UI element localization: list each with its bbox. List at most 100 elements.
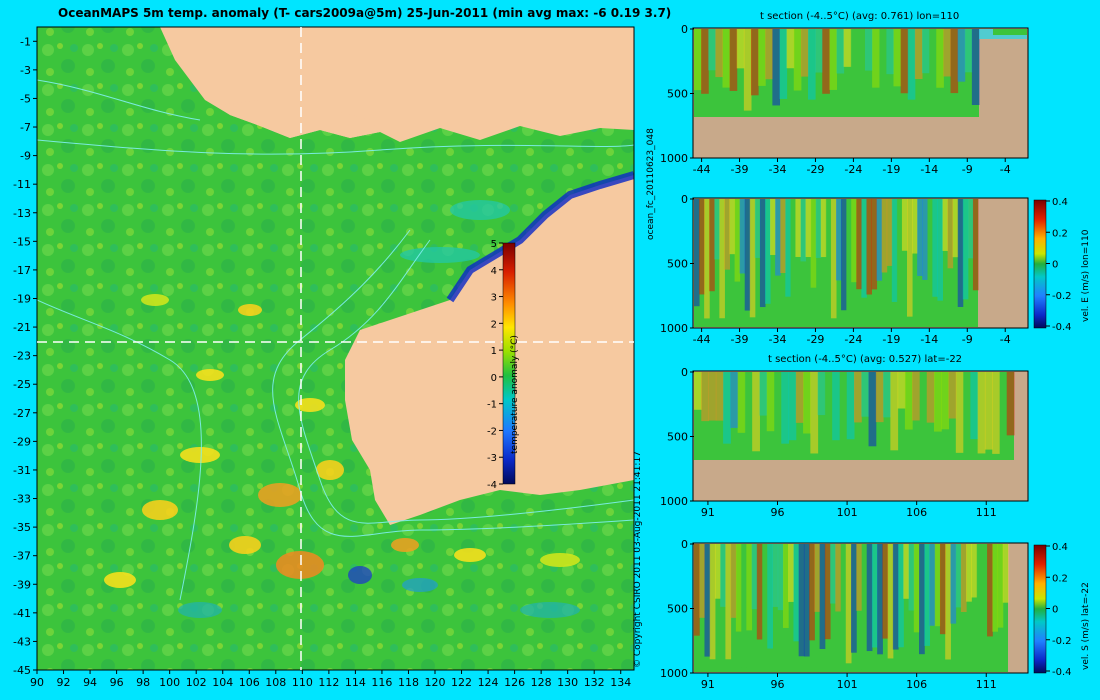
section-stripe <box>846 372 855 440</box>
section-stripe <box>939 544 946 635</box>
panel-y-tick-label: 1000 <box>660 322 688 335</box>
y-tick-label: -15 <box>13 235 31 248</box>
section-stripe <box>964 29 973 73</box>
x-tick-label: 112 <box>318 676 339 689</box>
x-tick-label: 124 <box>478 676 499 689</box>
section-stripe <box>779 29 788 99</box>
panel-x-tick-label: -14 <box>920 333 938 346</box>
section-stripe <box>877 544 883 655</box>
panel-x-tick-label: -44 <box>693 333 711 346</box>
section-stripe <box>950 29 959 94</box>
y-tick-label: -35 <box>13 521 31 534</box>
section-stripe <box>714 544 721 599</box>
section-stripe <box>919 544 925 655</box>
section-stripe <box>737 372 746 433</box>
section-stripe <box>786 29 795 69</box>
section-stripe <box>893 29 902 87</box>
section-stripe <box>924 544 930 646</box>
panel-y-tick-label: 500 <box>667 431 688 444</box>
panel-x-tick-label: -19 <box>882 163 900 176</box>
section-stripe <box>857 29 866 116</box>
panel-y-tick-label: 500 <box>667 603 688 616</box>
section-stripe <box>886 199 893 266</box>
section-stripe <box>836 199 842 281</box>
map-colorbar-ticks: 5 4 3 2 1 0 -1 -2 -3 -4 <box>487 239 503 491</box>
section-stripe <box>735 544 742 632</box>
vel-e-label: vel. E (m/s) lon=110 <box>1081 229 1091 322</box>
cbar-tick-label: 5 <box>491 239 497 250</box>
section-stripe <box>810 372 819 454</box>
section-stripe <box>891 199 898 302</box>
section-stripe <box>781 372 790 444</box>
section-stripe <box>997 544 1004 628</box>
section-stripe <box>898 544 904 648</box>
land-australia <box>345 175 634 525</box>
section-stripe <box>841 199 847 311</box>
cbar-tick-label: -4 <box>487 480 497 491</box>
section-stripe <box>766 372 775 432</box>
section-stripe <box>952 199 959 258</box>
cbar-tick-label: 4 <box>491 266 497 277</box>
section-stripe <box>972 199 979 291</box>
section-stripe <box>934 544 941 627</box>
section-stripe <box>929 29 937 117</box>
panel-x-tick-label: -29 <box>806 333 824 346</box>
panel-x-tick-label: 101 <box>837 506 858 519</box>
australia-coast-dark <box>446 171 634 303</box>
section-stripe <box>919 372 928 457</box>
panel-x-tick-label: 91 <box>701 678 715 691</box>
panel-ticks: -44 -39 -34 -29 -24 -19 -14 -9 -4 0 500 1000 -44 -39 -… <box>660 23 1072 691</box>
panel-x-tick-label: -24 <box>844 333 862 346</box>
panel1-title: t section (-4..5°C) (avg: 0.761) lon=110 <box>760 11 960 22</box>
section-stripe <box>814 544 821 612</box>
section-stripe <box>708 29 716 71</box>
section-stripe <box>861 544 868 670</box>
section-stripe <box>824 372 833 460</box>
panel-x-tick-label: 106 <box>906 678 927 691</box>
cbar-tick-label: 2 <box>491 319 497 330</box>
y-tick-label: -7 <box>20 121 31 134</box>
y-tick-label: -39 <box>13 578 31 591</box>
y-tick-label: -1 <box>20 35 31 48</box>
section-stripe <box>907 199 913 317</box>
panel-x-tick-label: -34 <box>769 163 787 176</box>
section-stripe <box>722 29 731 88</box>
section-stripe <box>795 199 801 257</box>
section-stripe <box>882 544 889 639</box>
cbar-tick-label: -2 <box>487 426 497 437</box>
section-stripe <box>945 544 951 660</box>
panel-v-section-lat <box>692 542 1047 674</box>
vel-cbar-tick-label: 0.2 <box>1052 573 1068 584</box>
x-tick-label: 122 <box>451 676 472 689</box>
section-stripe <box>762 544 768 669</box>
cbar-tick-label: 0 <box>491 373 497 384</box>
cbar-tick-label: -1 <box>487 400 497 411</box>
section-stripe <box>809 544 815 641</box>
section-stripe <box>962 199 969 300</box>
section-stripe <box>926 372 935 423</box>
section-stripe <box>699 544 705 618</box>
section-stripe <box>966 544 972 602</box>
panel-x-tick-label: 106 <box>906 506 927 519</box>
section-stripe <box>822 29 830 94</box>
section-stripe <box>856 199 862 290</box>
section-stripe <box>932 199 938 297</box>
x-tick-label: 92 <box>57 676 71 689</box>
section-stripe <box>767 544 773 649</box>
section-stripe <box>817 372 826 416</box>
y-tick-label: -5 <box>20 92 31 105</box>
section-stripe <box>866 199 872 295</box>
section-stripe <box>851 199 857 283</box>
section-stripe <box>851 544 857 653</box>
panel-t-section-lon <box>692 27 1029 159</box>
panel-x-tick-label: 111 <box>976 506 997 519</box>
section-stripe <box>839 372 848 459</box>
vel-cbar-tick-label: -0.2 <box>1052 636 1072 647</box>
section-stripe <box>934 372 942 432</box>
vel-cbar-tick-label: 0 <box>1052 260 1058 271</box>
section-stripe <box>729 199 736 255</box>
section-stripe <box>999 372 1008 456</box>
section-stripe <box>868 372 877 447</box>
x-tick-label: 118 <box>398 676 419 689</box>
vel-cbar-tick-label: 0.4 <box>1052 542 1068 553</box>
